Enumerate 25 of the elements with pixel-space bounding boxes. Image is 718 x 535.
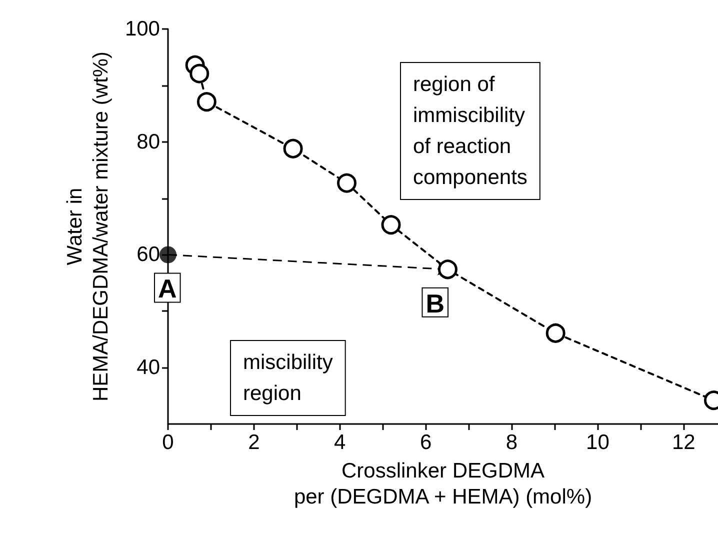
annotation: A xyxy=(158,274,177,304)
point xyxy=(196,92,216,112)
y-axis-title: Water in HEMA/DEGDMA/water mixture (wt%) xyxy=(64,51,113,402)
y-tick-label: 60 xyxy=(136,243,160,266)
x-tick-label: 4 xyxy=(334,431,346,454)
annotation: region of immiscibility of reaction components xyxy=(413,73,528,189)
annotation: miscibility region xyxy=(243,351,334,405)
x-tick-label: 12 xyxy=(672,431,696,454)
x-axis-title: Crosslinker DEGDMA per (DEGDMA + HEMA) (mol%) xyxy=(294,460,592,508)
point xyxy=(546,323,566,343)
point xyxy=(438,260,458,280)
x-tick-label: 10 xyxy=(586,431,610,454)
x-tick-label: 8 xyxy=(506,431,518,454)
point xyxy=(381,215,401,235)
point xyxy=(337,173,356,193)
annotation: B xyxy=(426,288,445,318)
x-tick-label: 2 xyxy=(248,431,260,454)
y-tick-label: 80 xyxy=(136,130,160,154)
x-tick-label: 6 xyxy=(420,431,432,454)
y-tick-label: 100 xyxy=(124,18,160,40)
x-tick-label: 0 xyxy=(162,431,174,454)
y-tick-label: 40 xyxy=(136,356,160,380)
point xyxy=(160,246,176,264)
point xyxy=(283,138,303,158)
point xyxy=(190,64,210,84)
